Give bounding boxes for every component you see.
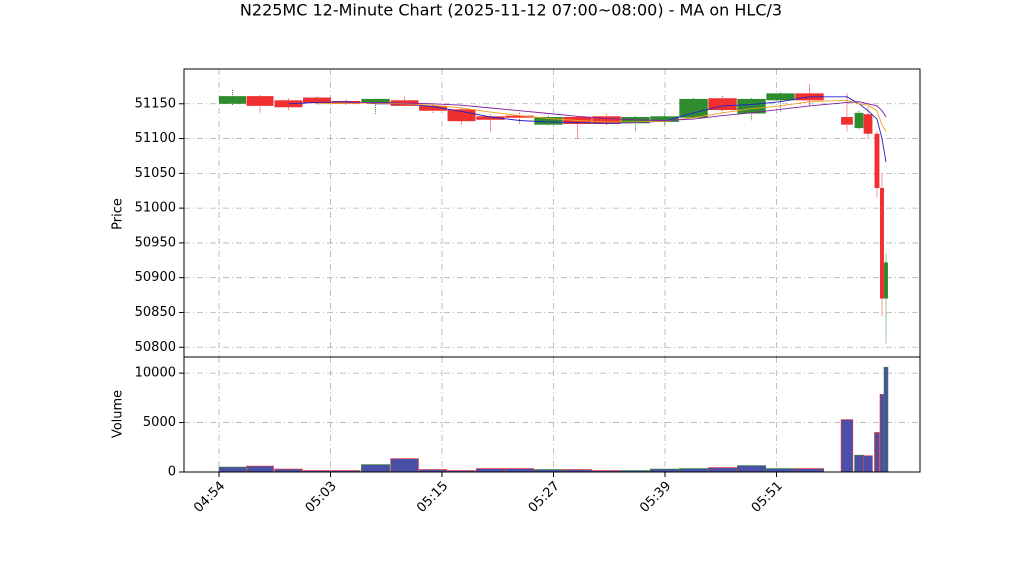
volume-bar xyxy=(879,394,885,473)
x-tick-label: 05:27 xyxy=(526,479,563,516)
y-tick-label: 50800 xyxy=(135,340,176,355)
volume-bar xyxy=(840,419,854,473)
volume-bar xyxy=(854,454,864,473)
price-frame xyxy=(183,68,921,358)
candle-body xyxy=(679,98,708,118)
chart-title: N225MC 12-Minute Chart (2025-11-12 07:00… xyxy=(240,1,782,20)
candle-body xyxy=(708,98,737,111)
volume-tick-label: 5000 xyxy=(143,415,176,430)
volume-bar xyxy=(476,468,506,473)
x-tick-label: 05:03 xyxy=(303,479,340,516)
candle-body xyxy=(505,115,534,118)
candle-body xyxy=(419,105,447,111)
ma-line xyxy=(288,96,887,163)
volume-bar xyxy=(708,467,738,473)
volume-tick-label: 0 xyxy=(168,465,176,480)
y-axis-label: Price xyxy=(111,198,126,230)
candle-body xyxy=(880,187,884,299)
y-tick-label: 50900 xyxy=(135,270,176,285)
volume-tick-label: 10000 xyxy=(135,366,176,381)
candle-body xyxy=(766,93,795,101)
volume-bar xyxy=(795,468,825,473)
volume-frame xyxy=(183,356,921,473)
x-tick-label: 05:39 xyxy=(637,479,674,516)
volume-bar xyxy=(883,366,889,473)
candle-body xyxy=(884,262,888,299)
volume-bar xyxy=(766,468,796,473)
volume-bar xyxy=(246,465,274,473)
x-tick-label: 05:15 xyxy=(414,479,451,516)
candle-body xyxy=(303,97,332,104)
y-tick-label: 51050 xyxy=(135,166,176,181)
candle-body xyxy=(361,98,390,104)
volume-bar xyxy=(679,468,709,473)
y-tick-label: 51100 xyxy=(135,131,176,146)
candle-body xyxy=(219,96,246,104)
candle-body xyxy=(854,112,864,129)
volume-axis-label: Volume xyxy=(111,390,126,438)
candle-body xyxy=(874,133,880,188)
x-tick-label: 04:54 xyxy=(191,479,228,516)
volume-bar xyxy=(737,465,767,473)
volume-bar xyxy=(390,458,419,473)
candle-body xyxy=(650,116,679,122)
volume-bar xyxy=(874,432,880,473)
ma-line xyxy=(316,99,887,132)
y-tick-label: 51000 xyxy=(135,201,176,216)
volume-bar xyxy=(504,468,535,473)
candle-body xyxy=(863,114,873,134)
y-tick-label: 51150 xyxy=(135,96,176,111)
y-tick-label: 50850 xyxy=(135,305,176,320)
volume-bar xyxy=(361,464,391,473)
candle-body xyxy=(274,100,303,108)
candle-body xyxy=(246,96,274,106)
candle-body xyxy=(534,117,563,125)
volume-bar xyxy=(863,455,873,473)
candle-body xyxy=(476,116,505,120)
candle-body xyxy=(592,116,621,124)
x-tick-label: 05:51 xyxy=(749,479,786,516)
ma-line xyxy=(346,101,887,121)
candle-body xyxy=(841,117,853,125)
volume-bar xyxy=(218,466,247,473)
candle-body xyxy=(447,109,476,122)
y-tick-label: 50950 xyxy=(135,235,176,250)
